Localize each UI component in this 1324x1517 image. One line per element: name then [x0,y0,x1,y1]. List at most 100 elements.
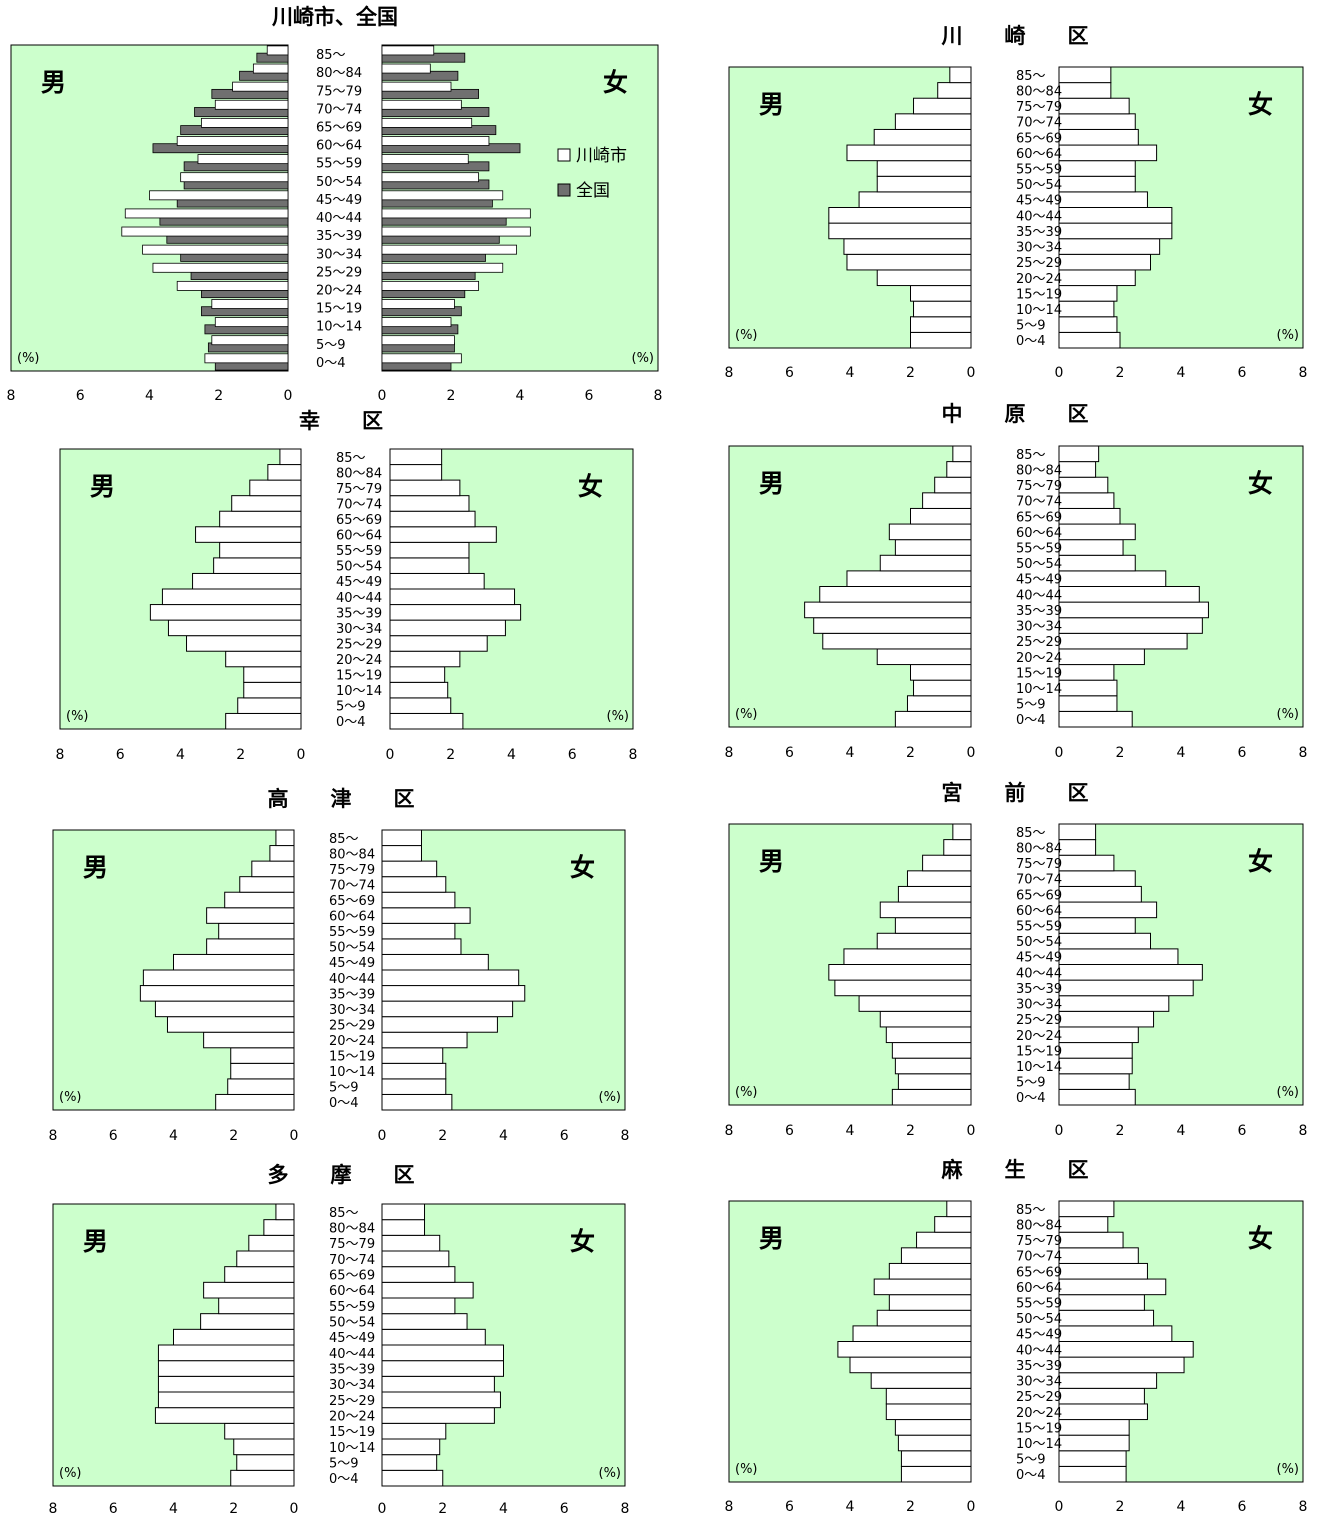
female-label: 女 [570,1227,595,1256]
bar-male [900,1465,972,1483]
bar-female [1058,66,1112,84]
bar-female [381,876,447,893]
tick-label-male: 4 [846,745,855,761]
bar-female [1058,917,1136,934]
age-label: 10～14 [316,320,362,335]
age-label: 45～49 [1016,951,1062,966]
age-label: 60～64 [1016,526,1062,541]
bar-kawasaki-female [381,335,455,346]
age-label: 55～59 [336,544,382,559]
male-label: 男 [759,847,784,876]
bar-kawasaki-female [381,81,452,92]
bar-kawasaki-female [381,317,452,328]
pyramid-panel-6: 多 摩 区男 女(%) (%)0～45～910～1415～1920～2425～293… [49,1163,630,1517]
bar-female [1058,1010,1155,1028]
percent-label-left: (%) [17,351,40,366]
bar-male [894,539,972,556]
age-label: 55～59 [329,1300,375,1315]
age-label: 75～79 [316,84,362,99]
age-label: 55～59 [1016,1296,1062,1311]
bar-female [389,479,461,497]
bar-male [225,650,302,668]
tick-label-female: 2 [446,747,455,763]
bar-female [1058,97,1130,115]
age-label: 65～69 [1016,510,1062,525]
bar-female [389,557,470,574]
age-label: 75～79 [1016,1234,1062,1249]
age-label: 80～84 [329,847,375,862]
age-label: 35～39 [1016,1359,1062,1374]
age-label: 35～39 [329,1363,375,1378]
bar-female [1058,932,1151,950]
bar-female [1058,507,1121,525]
age-label: 40～44 [336,591,382,606]
tick-label-female: 2 [438,1501,447,1517]
bar-female [1058,664,1115,681]
bar-male [894,1419,972,1436]
bar-male [230,1062,295,1080]
bar-male [885,1387,972,1405]
bar-male [906,695,972,712]
bar-female [1058,1387,1145,1405]
bar-female [381,1454,438,1471]
bar-female [1058,300,1115,318]
tick-label-male: 4 [176,747,185,763]
bar-male [237,697,302,714]
bar-female [381,1281,474,1299]
age-label: 35～39 [329,987,375,1002]
tick-label-male: 2 [906,1499,915,1515]
age-label: 85～ [336,451,366,466]
bar-female [381,1469,444,1487]
tick-label-female: 8 [621,1128,630,1144]
bar-male [834,979,972,997]
bar-male [900,1450,972,1467]
age-label: 70～74 [1016,873,1062,888]
percent-label-left: (%) [735,1085,758,1100]
bar-female [381,1062,447,1080]
bar-male [231,495,302,512]
tick-label-female: 0 [1055,1123,1064,1139]
bar-female [381,1234,441,1252]
age-label: 10～14 [1016,303,1062,318]
tick-label-female: 8 [654,388,663,404]
bar-male [910,316,972,333]
bar-male [876,269,972,287]
age-label: 80～84 [1016,841,1062,856]
age-label: 10～14 [1016,1437,1062,1452]
bar-male [161,588,302,606]
bar-female [381,860,438,878]
tick-label-male: 6 [785,365,794,381]
bar-male [279,448,302,466]
bar-female [1058,979,1194,997]
age-label: 15～19 [1016,1044,1062,1059]
bar-female [1058,1247,1139,1264]
age-label: 50～54 [1016,1312,1062,1327]
bar-female [1058,854,1115,872]
age-label: 80～84 [316,66,362,81]
age-label: 20～24 [329,1410,375,1425]
bar-female [389,650,461,668]
chart-title: 川崎市、全国 [271,5,398,29]
bar-male [225,712,302,730]
age-label: 20～24 [336,653,382,668]
bar-female [381,907,471,924]
bar-male [949,66,972,84]
bar-male [846,144,972,162]
bar-female [381,1031,468,1049]
bar-female [1058,1450,1127,1467]
bar-female [381,1328,486,1346]
tick-label-female: 6 [1238,1123,1247,1139]
bar-female [1058,554,1136,572]
legend-swatch-kawasaki [557,148,571,162]
bar-male [937,82,972,99]
bar-female [1058,1356,1185,1374]
age-label: 30～34 [329,1003,375,1018]
bar-female [389,697,452,714]
bar-female [1058,476,1109,494]
age-label: 30～34 [1016,241,1062,256]
age-label: 20～24 [1016,1029,1062,1044]
bar-kawasaki-male [252,63,289,74]
tick-label-male: 2 [229,1501,238,1517]
bar-female [1058,1403,1148,1421]
age-label: 25～29 [1016,1390,1062,1405]
